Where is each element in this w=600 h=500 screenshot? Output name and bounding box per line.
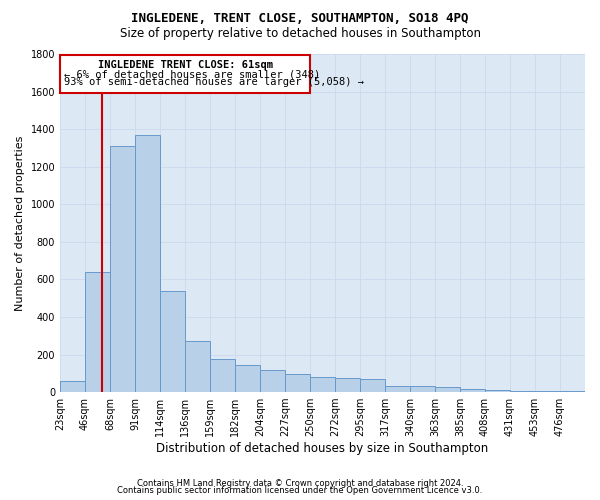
Bar	[260, 370, 285, 392]
Bar	[160, 290, 185, 392]
Bar	[560, 391, 585, 392]
Bar	[435, 388, 460, 392]
Bar	[485, 390, 510, 392]
Bar	[385, 386, 410, 392]
Text: Size of property relative to detached houses in Southampton: Size of property relative to detached ho…	[119, 28, 481, 40]
Bar	[110, 146, 135, 392]
Y-axis label: Number of detached properties: Number of detached properties	[15, 136, 25, 310]
Text: INGLEDENE, TRENT CLOSE, SOUTHAMPTON, SO18 4PQ: INGLEDENE, TRENT CLOSE, SOUTHAMPTON, SO1…	[131, 12, 469, 26]
Text: Contains HM Land Registry data © Crown copyright and database right 2024.: Contains HM Land Registry data © Crown c…	[137, 478, 463, 488]
Bar	[235, 365, 260, 392]
Bar	[310, 377, 335, 392]
FancyBboxPatch shape	[60, 55, 310, 94]
Text: INGLEDENE TRENT CLOSE: 61sqm: INGLEDENE TRENT CLOSE: 61sqm	[98, 60, 272, 70]
Bar	[60, 381, 85, 392]
Bar	[535, 391, 560, 392]
X-axis label: Distribution of detached houses by size in Southampton: Distribution of detached houses by size …	[157, 442, 488, 455]
Bar	[135, 135, 160, 392]
Bar	[185, 342, 210, 392]
Bar	[335, 378, 360, 392]
Bar	[210, 359, 235, 392]
Bar	[410, 386, 435, 392]
Bar	[510, 391, 535, 392]
Text: ← 6% of detached houses are smaller (348): ← 6% of detached houses are smaller (348…	[64, 69, 320, 79]
Text: Contains public sector information licensed under the Open Government Licence v3: Contains public sector information licen…	[118, 486, 482, 495]
Bar	[460, 390, 485, 392]
Bar	[285, 374, 310, 392]
Bar	[360, 379, 385, 392]
Text: 93% of semi-detached houses are larger (5,058) →: 93% of semi-detached houses are larger (…	[64, 78, 364, 88]
Bar	[85, 272, 110, 392]
